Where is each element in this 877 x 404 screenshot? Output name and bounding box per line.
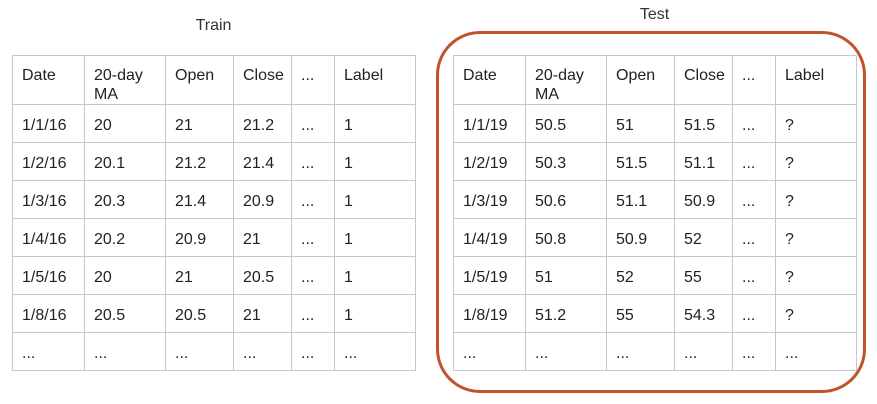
train-table-cell: 1/3/16 xyxy=(12,180,85,219)
test-table-cell: ... xyxy=(674,332,733,371)
train-table-cell: ... xyxy=(84,332,166,371)
train-table-cell: 21.2 xyxy=(165,142,234,181)
train-header-cell: 20-day MA xyxy=(84,55,166,105)
test-table-cell: 52 xyxy=(606,256,675,295)
train-table-cell: 21.4 xyxy=(233,142,292,181)
train-table-cell: 1 xyxy=(334,104,416,143)
test-table-cell: ... xyxy=(732,142,776,181)
test-table-cell: ... xyxy=(732,218,776,257)
train-table-cell: 20.2 xyxy=(84,218,166,257)
train-title: Train xyxy=(195,17,232,34)
test-table-cell: ... xyxy=(606,332,675,371)
train-table-row: 1/8/16 20.5 20.5 21... 1 xyxy=(12,294,416,333)
train-table-cell: 21 xyxy=(233,218,292,257)
train-table-cell: 21 xyxy=(165,256,234,295)
test-table-cell: 1/1/19 xyxy=(453,104,526,143)
train-table-row: 1/1/16 20 21 21.2... 1 xyxy=(12,104,416,143)
train-table-cell: 1/1/16 xyxy=(12,104,85,143)
test-table-row: 1/5/19 51 52 55...? xyxy=(453,256,857,295)
train-header-cell: Open xyxy=(165,55,234,105)
test-table-cell: 50.5 xyxy=(525,104,607,143)
train-table-cell: 20.1 xyxy=(84,142,166,181)
test-table-cell: 1/8/19 xyxy=(453,294,526,333)
train-table-cell: 20 xyxy=(84,104,166,143)
test-header-cell: Close xyxy=(674,55,733,105)
train-table-row: 1/5/16 20 21 20.5... 1 xyxy=(12,256,416,295)
train-table-cell: ... xyxy=(291,218,335,257)
test-table-cell: 54.3 xyxy=(674,294,733,333)
train-table-row: 1/4/16 20.2 20.9 21... 1 xyxy=(12,218,416,257)
train-table-cell: 1 xyxy=(334,218,416,257)
train-table-cell: 21 xyxy=(165,104,234,143)
test-table-cell: 50.3 xyxy=(525,142,607,181)
test-header-cell: Open xyxy=(606,55,675,105)
test-title: Test xyxy=(639,6,670,23)
train-table-cell: 21.4 xyxy=(165,180,234,219)
test-table-row: 1/8/19 51.2 55 54.3...? xyxy=(453,294,857,333)
test-table-cell: ? xyxy=(775,104,857,143)
train-table-row: 1/3/16 20.3 21.4 20.9... 1 xyxy=(12,180,416,219)
test-table-cell: 50.9 xyxy=(674,180,733,219)
test-table-cell: 50.6 xyxy=(525,180,607,219)
train-header-cell: ... xyxy=(291,55,335,105)
train-table-cell: 20.9 xyxy=(165,218,234,257)
test-table-cell: ... xyxy=(525,332,607,371)
train-table-cell: ... xyxy=(291,332,335,371)
test-table-cell: ... xyxy=(732,294,776,333)
train-table-cell: ... xyxy=(334,332,416,371)
train-header-cell: Close xyxy=(233,55,292,105)
train-table-cell: 21.2 xyxy=(233,104,292,143)
train-table-cell: ... xyxy=(165,332,234,371)
train-table-cell: 20 xyxy=(84,256,166,295)
train-table-cell: 20.3 xyxy=(84,180,166,219)
test-table-cell: 52 xyxy=(674,218,733,257)
train-table-cell: 20.5 xyxy=(84,294,166,333)
test-table-cell: ... xyxy=(732,256,776,295)
test-table-cell: 51 xyxy=(525,256,607,295)
train-table-cell: ... xyxy=(291,256,335,295)
test-highlight-outline xyxy=(436,31,866,393)
train-table-cell: 20.5 xyxy=(233,256,292,295)
test-table-cell: 51.5 xyxy=(674,104,733,143)
train-header-cell: Label xyxy=(334,55,416,105)
train-table-cell: 20.9 xyxy=(233,180,292,219)
train-table-cell: 1/5/16 xyxy=(12,256,85,295)
train-table-cell: 1 xyxy=(334,142,416,181)
test-table-cell: ? xyxy=(775,256,857,295)
train-header-cell: Date xyxy=(12,55,85,105)
train-table-row: .................. xyxy=(12,332,416,371)
train-table-cell: 20.5 xyxy=(165,294,234,333)
train-table-cell: ... xyxy=(291,142,335,181)
train-table-cell: 1 xyxy=(334,294,416,333)
train-table-cell: ... xyxy=(291,104,335,143)
test-table-cell: 51.1 xyxy=(674,142,733,181)
train-table-cell: ... xyxy=(12,332,85,371)
train-table-cell: 21 xyxy=(233,294,292,333)
test-table-cell: 1/2/19 xyxy=(453,142,526,181)
test-table-cell: ... xyxy=(732,104,776,143)
test-header-cell: Date xyxy=(453,55,526,105)
test-table-cell: 1/3/19 xyxy=(453,180,526,219)
train-table-cell: ... xyxy=(291,294,335,333)
train-header-row: Date 20-day MA Open Close... Label xyxy=(12,55,416,105)
test-table-cell: ? xyxy=(775,294,857,333)
train-table: Date 20-day MA Open Close... Label 1/1/16 20 21… xyxy=(12,55,416,371)
train-table-cell: 1 xyxy=(334,180,416,219)
test-table-cell: 51.2 xyxy=(525,294,607,333)
train-table-cell: 1/2/16 xyxy=(12,142,85,181)
train-table-cell: 1/8/16 xyxy=(12,294,85,333)
test-header-cell: 20-day MA xyxy=(525,55,607,105)
test-table-cell: 51.5 xyxy=(606,142,675,181)
train-table-cell: ... xyxy=(233,332,292,371)
train-table-row: 1/2/16 20.1 21.2 21.4... 1 xyxy=(12,142,416,181)
test-header-row: Date 20-day MA Open Close... Label xyxy=(453,55,857,105)
test-table-cell: 1/5/19 xyxy=(453,256,526,295)
train-table-cell: ... xyxy=(291,180,335,219)
train-table-cell: 1 xyxy=(334,256,416,295)
test-table-cell: ... xyxy=(732,332,776,371)
train-table-cell: 1/4/16 xyxy=(12,218,85,257)
test-table-cell: ? xyxy=(775,218,857,257)
